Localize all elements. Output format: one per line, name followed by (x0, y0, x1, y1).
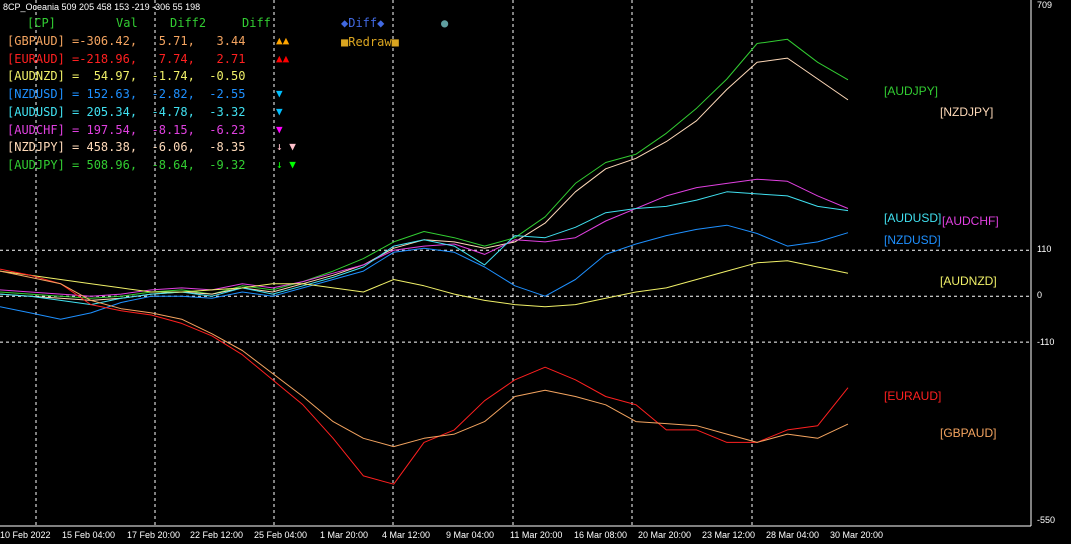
time-label: 30 Mar 20:00 (830, 530, 884, 540)
series-line (0, 191, 849, 306)
pair-row: [NZDJPY] = 458.38, -6.06, -8.35 (7, 140, 246, 155)
circle-button[interactable]: ● (441, 16, 449, 30)
trend-arrows: ↓ ▼ (276, 140, 296, 154)
series-line (0, 38, 849, 299)
series-line (0, 178, 849, 297)
series-label: [EURAUD] (884, 389, 942, 403)
series-label: [AUDJPY] (884, 84, 939, 98)
series-label: [NZDUSD] (884, 233, 941, 247)
time-label: 10 Feb 2022 (0, 530, 51, 540)
diff-button[interactable]: ◆Diff◆ (341, 16, 385, 30)
time-label: 9 Mar 04:00 (446, 530, 495, 540)
header-diff2: Diff2 (170, 16, 207, 30)
series-line (0, 260, 849, 308)
price-label: 0 (1037, 290, 1043, 300)
redraw-button-label: Redraw (348, 35, 392, 49)
time-label: 28 Mar 04:00 (766, 530, 820, 540)
series-label: [AUDCHF] (942, 214, 999, 228)
time-label: 22 Feb 12:00 (190, 530, 244, 540)
series-label: [AUDUSD] (884, 211, 942, 225)
series-line (0, 224, 849, 320)
time-label: 16 Mar 08:00 (574, 530, 628, 540)
time-label: 25 Feb 04:00 (254, 530, 308, 540)
pair-row: [GBPAUD] =-306.42, 5.71, 3.44 (7, 34, 246, 48)
redraw-button[interactable]: ■Redraw■ (341, 35, 399, 49)
series-line (0, 270, 849, 448)
pair-row: [NZDUSD] = 152.63, -2.82, -2.55 (7, 87, 246, 102)
header-cp: [CP] (27, 16, 56, 30)
pair-row: [AUDUSD] = 205.34, -4.78, -3.32 (7, 104, 246, 119)
price-label: 110 (1037, 244, 1052, 254)
series-label: [GBPAUD] (940, 426, 997, 440)
trend-arrows: ▲▲ (276, 51, 290, 65)
pair-row: [AUDJPY] = 508.96, -8.64, -9.32 (7, 157, 246, 172)
time-label: 11 Mar 20:00 (510, 530, 563, 540)
series-label: [AUDNZD] (940, 274, 997, 288)
trend-arrows: ▼ (276, 87, 283, 101)
trend-arrows: ▼ (276, 104, 283, 118)
time-label: 15 Feb 04:00 (62, 530, 116, 540)
time-label: 1 Mar 20:00 (320, 530, 369, 540)
window-title: 8CP_Oceania 509 205 458 153 -219 -306 55… (3, 2, 201, 12)
series-label: [NZDJPY] (940, 105, 994, 119)
header-val: Val (116, 16, 138, 30)
trend-arrows: ↓ ▼ (276, 157, 296, 171)
time-label: 4 Mar 12:00 (382, 530, 431, 540)
pair-row: [EURAUD] =-218.96, 7.74, 2.71 (7, 51, 246, 66)
price-label: -110 (1037, 337, 1055, 347)
series-line (0, 268, 849, 485)
price-label: -550 (1037, 515, 1056, 525)
time-label: 20 Mar 20:00 (638, 530, 692, 540)
pair-row: [AUDNZD] = 54.97, -1.74, -0.50 (7, 69, 246, 84)
trend-arrows: ▲▲ (276, 34, 290, 47)
header-diff: Diff (242, 16, 271, 30)
pair-row: [AUDCHF] = 197.54, -8.15, -6.23 (7, 122, 246, 137)
time-label: 17 Feb 20:00 (127, 530, 181, 540)
diff-button-label: Diff (348, 16, 378, 30)
trend-arrows: ▼ (276, 122, 283, 136)
time-label: 23 Mar 12:00 (702, 530, 756, 540)
price-label: 709 (1037, 0, 1053, 10)
